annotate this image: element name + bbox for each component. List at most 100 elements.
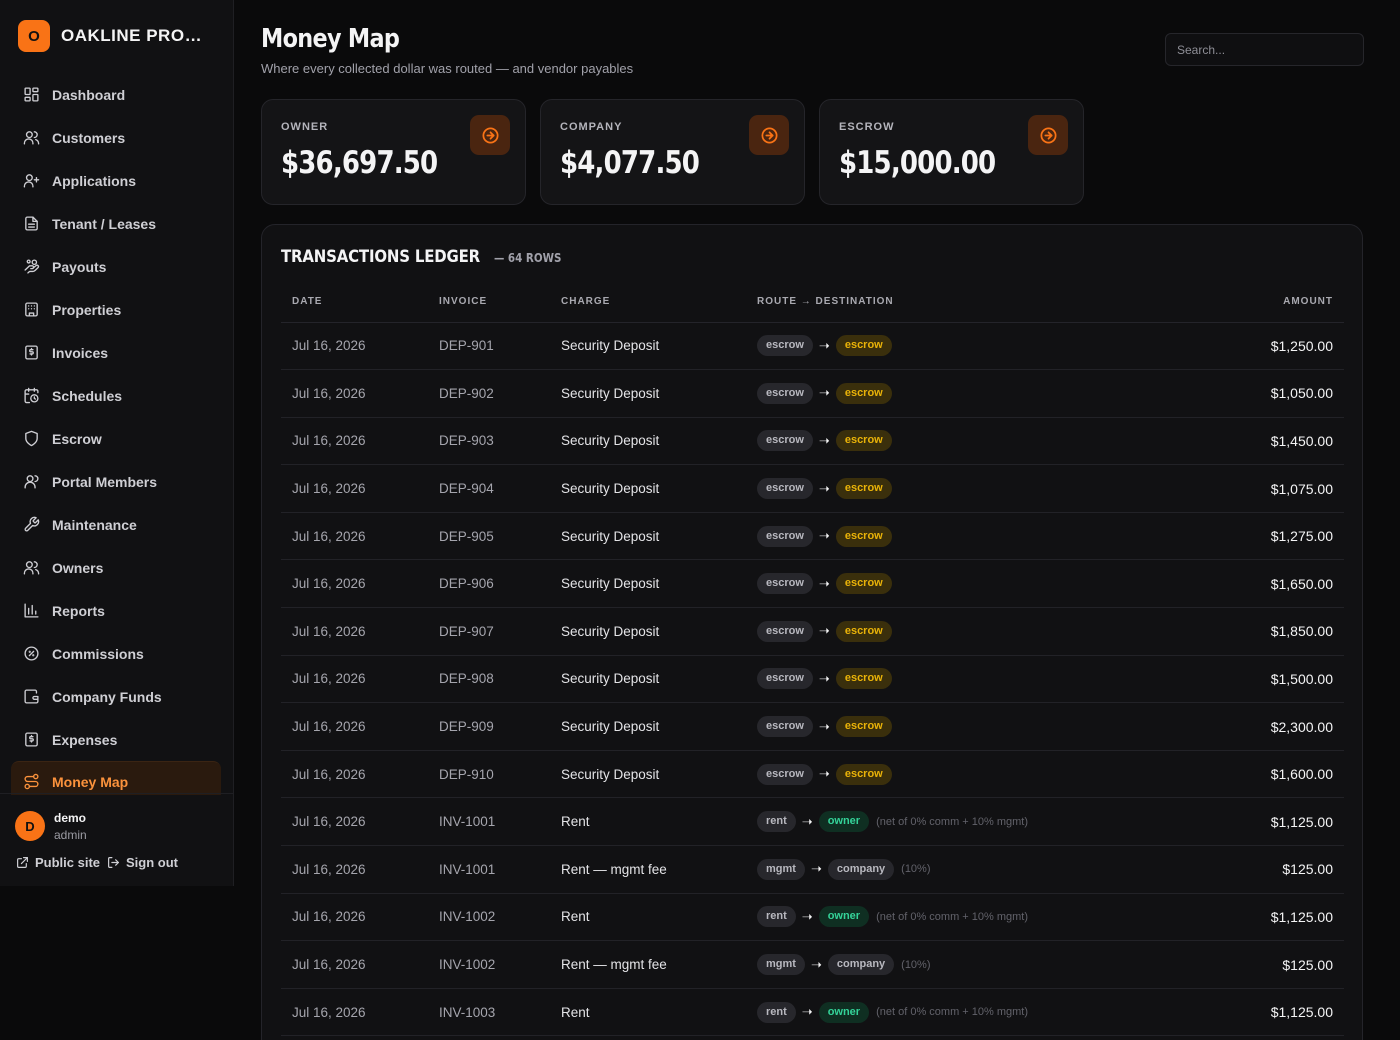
route-source-badge: escrow: [757, 430, 813, 452]
table-row[interactable]: Jul 16, 2026 DEP-905 Security Deposit escro…: [281, 512, 1344, 561]
cell-invoice[interactable]: DEP-907: [428, 607, 550, 656]
cell-invoice[interactable]: INV-1003: [428, 988, 550, 1037]
route-destination-badge: owner: [818, 906, 870, 928]
table-row[interactable]: Jul 16, 2026 DEP-906 Security Deposit escro…: [281, 559, 1344, 609]
route-source-badge: escrow: [757, 716, 813, 738]
sidebar-item-label: Owners: [52, 559, 104, 576]
shield-icon: [25, 430, 38, 447]
cell-route: rent ➝ owner (net of 0% comm + 10% mgmt): [746, 988, 1166, 1037]
table-row[interactable]: Jul 16, 2026 DEP-909 Security Deposit escro…: [281, 702, 1344, 751]
table-row[interactable]: Jul 16, 2026 INV-1002 Rent rent ➝ owner (net o…: [281, 893, 1344, 942]
cell-route: escrow ➝ escrow: [746, 417, 1166, 466]
arrow-right-icon: ➝: [818, 623, 830, 639]
cell-amount: $1,275.00: [1166, 512, 1344, 561]
route-note: (10%): [901, 863, 931, 876]
column-header-amount[interactable]: AMOUNT: [1166, 282, 1344, 323]
cell-charge: Security Deposit: [550, 369, 746, 418]
arrow-right-circle-icon: [1040, 127, 1056, 143]
sidebar-item-reports[interactable]: Reports: [11, 589, 221, 632]
route-source-badge: escrow: [757, 620, 813, 642]
cell-invoice[interactable]: DEP-905: [428, 512, 550, 561]
route-source-badge: escrow: [757, 478, 813, 500]
cell-invoice[interactable]: DEP-910: [428, 750, 550, 799]
cell-invoice[interactable]: DEP-902: [428, 369, 550, 418]
sidebar-item-applications[interactable]: Applications: [11, 159, 221, 202]
cell-invoice[interactable]: DEP-909: [428, 702, 550, 751]
cell-invoice[interactable]: DEP-903: [428, 417, 550, 466]
ledger-header: TRANSACTIONS LEDGER — 64 ROWS: [281, 247, 573, 267]
cell-invoice[interactable]: DEP-904: [428, 464, 550, 513]
table-row[interactable]: Jul 16, 2026 INV-1003 Rent rent ➝ owner (net o…: [281, 988, 1344, 1037]
sidebar-item-invoices[interactable]: Invoices: [11, 331, 221, 374]
route-destination-badge: escrow: [835, 478, 892, 500]
card-open-button[interactable]: [749, 115, 789, 155]
sidebar-item-dashboard[interactable]: Dashboard: [11, 73, 221, 116]
sign-out-link[interactable]: Sign out: [107, 855, 178, 870]
sidebar-item-tenant-leases[interactable]: Tenant / Leases: [11, 202, 221, 245]
cell-route: escrow ➝ escrow: [746, 369, 1166, 418]
sidebar-item-maintenance[interactable]: Maintenance: [11, 503, 221, 546]
table-row[interactable]: Jul 16, 2026 DEP-904 Security Deposit escro…: [281, 464, 1344, 513]
cell-date: Jul 16, 2026: [281, 464, 428, 513]
cell-charge: Security Deposit: [550, 702, 746, 751]
table-row[interactable]: Jul 16, 2026 DEP-907 Security Deposit escro…: [281, 607, 1344, 656]
column-header-route[interactable]: ROUTE → DESTINATION: [746, 282, 1166, 323]
cell-charge: Security Deposit: [550, 559, 746, 609]
card-open-button[interactable]: [1028, 115, 1068, 155]
cell-invoice[interactable]: INV-1002: [428, 893, 550, 942]
sidebar-item-commissions[interactable]: Commissions: [11, 632, 221, 675]
sidebar-item-payouts[interactable]: Payouts: [11, 245, 221, 288]
table-row[interactable]: Jul 16, 2026 DEP-910 Security Deposit escro…: [281, 750, 1344, 799]
search-input[interactable]: [1165, 33, 1364, 66]
table-row[interactable]: Jul 16, 2026 DEP-908 Security Deposit escro…: [281, 655, 1344, 704]
column-header-date[interactable]: DATE: [281, 282, 428, 323]
sidebar-item-escrow[interactable]: Escrow: [11, 417, 221, 460]
cell-invoice[interactable]: DEP-906: [428, 559, 550, 609]
sidebar-item-company-funds[interactable]: Company Funds: [11, 675, 221, 718]
avatar[interactable]: D: [15, 811, 45, 841]
cell-invoice[interactable]: INV-1002: [428, 940, 550, 989]
sidebar-item-schedules[interactable]: Schedules: [11, 374, 221, 417]
cell-route: escrow ➝ escrow: [746, 512, 1166, 561]
cell-invoice[interactable]: DEP-901: [428, 322, 550, 371]
sidebar-item-owners[interactable]: Owners: [11, 546, 221, 589]
brand[interactable]: O OAKLINE PROPERTIES: [18, 20, 213, 52]
sidebar-item-properties[interactable]: Properties: [11, 288, 221, 331]
cell-date: Jul 16, 2026: [281, 417, 428, 466]
cell-amount: $1,125.00: [1166, 797, 1344, 847]
table-row[interactable]: Jul 16, 2026 DEP-903 Security Deposit escro…: [281, 417, 1344, 466]
cell-invoice[interactable]: INV-1003: [428, 1035, 550, 1040]
sidebar-item-customers[interactable]: Customers: [11, 116, 221, 159]
cell-date: Jul 16, 2026: [281, 702, 428, 751]
cell-amount: $1,050.00: [1166, 369, 1344, 418]
route-destination-badge: escrow: [835, 430, 892, 452]
page-subtitle: Where every collected dollar was routed …: [261, 61, 634, 76]
column-header-charge[interactable]: CHARGE: [550, 282, 746, 323]
table-row[interactable]: Jul 16, 2026 DEP-902 Security Deposit escro…: [281, 369, 1344, 418]
cell-amount: $1,075.00: [1166, 464, 1344, 513]
cell-charge: Security Deposit: [550, 464, 746, 513]
building-icon: [25, 302, 38, 317]
cell-invoice[interactable]: INV-1001: [428, 797, 550, 847]
sidebar-item-money-map[interactable]: Money Map: [11, 761, 221, 795]
table-header-row: DATE INVOICE CHARGE ROUTE → DESTINATION …: [281, 282, 1344, 323]
arrow-right-icon: ➝: [818, 337, 830, 353]
table-row[interactable]: Jul 16, 2026 INV-1002 Rent — mgmt fee mgmt ➝…: [281, 940, 1344, 989]
user-group-icon: [24, 475, 39, 489]
sidebar-item-expenses[interactable]: Expenses: [11, 718, 221, 761]
route-note: (net of 0% comm + 10% mgmt): [876, 1006, 1029, 1019]
route-destination-badge: owner: [818, 1001, 870, 1023]
sidebar-item-portal-members[interactable]: Portal Members: [11, 460, 221, 503]
table-row[interactable]: Jul 16, 2026 INV-1001 Rent — mgmt fee mgmt ➝…: [281, 845, 1344, 894]
card-open-button[interactable]: [470, 115, 510, 155]
arrow-right-icon: ➝: [801, 1004, 813, 1020]
cell-invoice[interactable]: INV-1001: [428, 845, 550, 894]
table-row[interactable]: Jul 16, 2026 DEP-901 Security Deposit escro…: [281, 322, 1344, 371]
route-note: (net of 0% comm + 10% mgmt): [876, 910, 1029, 923]
public-site-link[interactable]: Public site: [16, 855, 100, 870]
table-row[interactable]: Jul 16, 2026 INV-1001 Rent rent ➝ owner (net o…: [281, 797, 1344, 847]
cell-invoice[interactable]: DEP-908: [428, 655, 550, 704]
cell-date: Jul 16, 2026: [281, 655, 428, 704]
column-header-invoice[interactable]: INVOICE: [428, 282, 550, 323]
